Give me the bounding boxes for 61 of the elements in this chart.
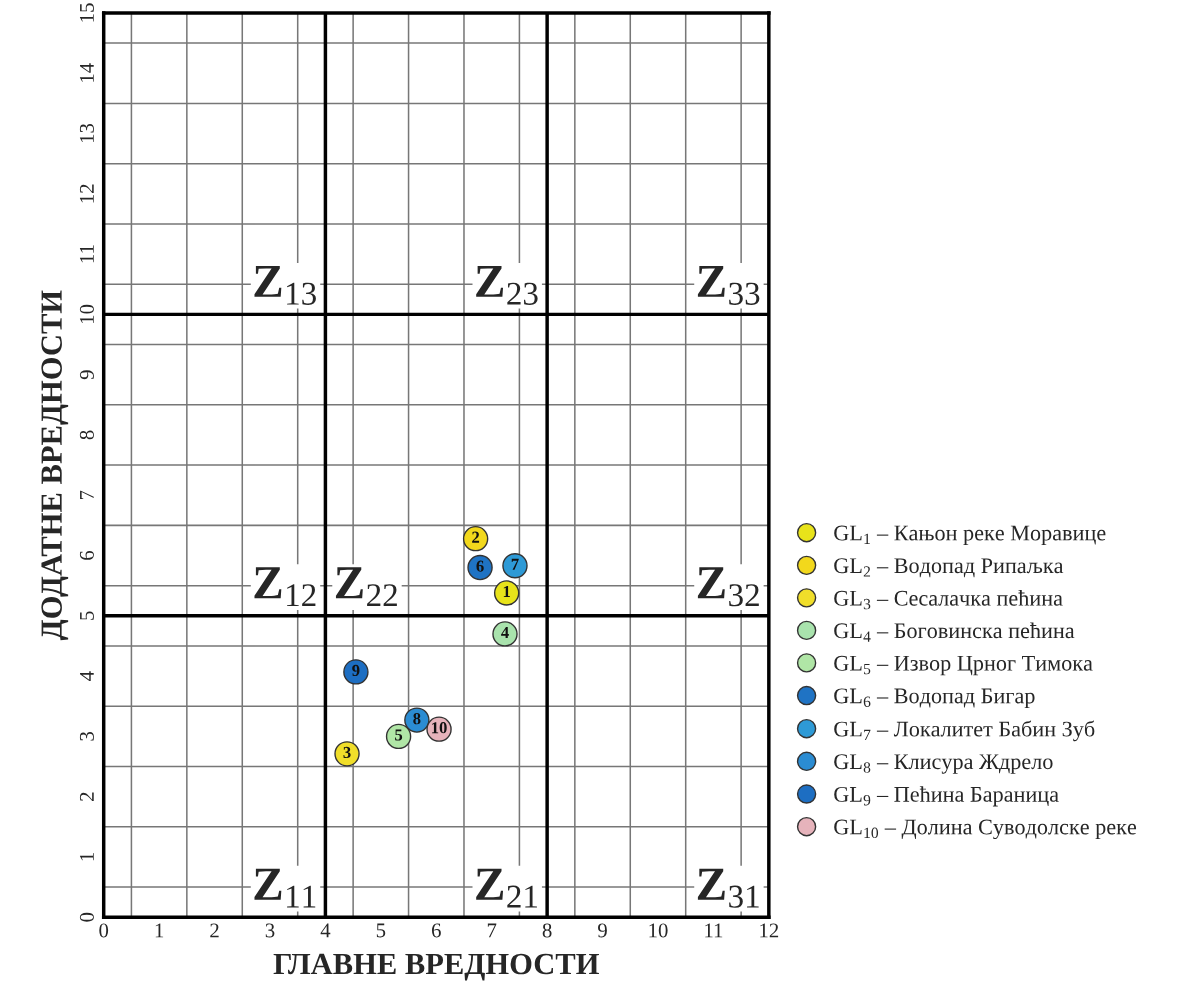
annotation: Z$_{11}$ bbox=[254, 868, 316, 908]
legend-label: GL$_{7}$ – Локалитет Бабин Зуб bbox=[834, 720, 1095, 742]
x-tick-label: 3 bbox=[265, 923, 275, 938]
x-tick-label: 12 bbox=[760, 923, 779, 938]
x-tick-label: 0 bbox=[99, 923, 109, 938]
annotation: Z$_{23}$ bbox=[476, 265, 538, 305]
x-tick-label: 1 bbox=[155, 923, 164, 938]
y-tick-label: 3 bbox=[79, 731, 94, 741]
y-tick-label: 7 bbox=[80, 490, 94, 500]
x-axis-title: ГЛАВНЕ ВРЕДНОСТИ bbox=[273, 953, 599, 981]
legend-label: GL$_{1}$ – Кањон реке Моравице bbox=[834, 525, 1106, 546]
y-tick-label: 9 bbox=[79, 370, 94, 380]
y-tick-label: 4 bbox=[80, 671, 94, 681]
y-tick-label: 12 bbox=[79, 184, 94, 203]
legend-label: GL$_{6}$ – Водопад Бигар bbox=[834, 688, 1035, 708]
y-tick-label: 15 bbox=[79, 3, 94, 22]
x-tick-label: 11 bbox=[705, 923, 723, 938]
y-tick-label: 5 bbox=[80, 611, 94, 620]
x-tick-label: 2 bbox=[210, 923, 219, 938]
annotation: Z$_{22}$ bbox=[335, 567, 397, 607]
legend-label: GL$_{2}$ – Водопад Рипаљка bbox=[834, 558, 1064, 578]
x-tick-label: 6 bbox=[431, 923, 441, 938]
x-tick-label: 7 bbox=[487, 923, 497, 938]
y-tick-label: 0 bbox=[79, 912, 94, 922]
annotation: 5 bbox=[395, 729, 403, 741]
y-tick-label: 1 bbox=[79, 853, 94, 861]
point bbox=[493, 580, 520, 606]
x-tick-label: 9 bbox=[598, 923, 607, 938]
legend-label: GL$_{10}$ – Долина Суводолске реке bbox=[834, 819, 1137, 840]
y-axis-title: ДОДАТНЕ ВРЕДНОСТИ bbox=[41, 290, 69, 641]
x-tick-label: 8 bbox=[542, 923, 552, 938]
annotation: 8 bbox=[413, 713, 421, 725]
annotation: 7 bbox=[511, 558, 519, 570]
annotation: Z$_{33}$ bbox=[697, 265, 760, 305]
legend-label: GL$_{4}$ – Боговинска пећина bbox=[834, 622, 1075, 642]
annotation: Z$_{21}$ bbox=[476, 868, 537, 908]
y-tick-label: 2 bbox=[79, 792, 94, 801]
annotation: Z$_{32}$ bbox=[697, 567, 759, 607]
annotation: 3 bbox=[343, 746, 351, 759]
y-tick-label: 13 bbox=[79, 123, 94, 143]
annotation: Z$_{31}$ bbox=[697, 868, 759, 908]
annotation: 10 bbox=[432, 722, 447, 734]
legend-label: GL$_{3}$ – Сесалачка пећина bbox=[834, 590, 1063, 610]
y-tick-label: 14 bbox=[79, 63, 94, 82]
annotation: 9 bbox=[352, 664, 360, 677]
annotation: 6 bbox=[476, 560, 484, 572]
annotation: Z$_{13}$ bbox=[254, 265, 316, 305]
y-tick-label: 6 bbox=[79, 550, 94, 560]
y-tick-label: 8 bbox=[79, 430, 94, 440]
annotation: 2 bbox=[472, 531, 480, 543]
annotation: 4 bbox=[501, 626, 509, 638]
legend-label: GL$_{8}$ – Клисура Ждрело bbox=[834, 754, 1053, 774]
x-tick-label: 4 bbox=[320, 923, 331, 938]
y-tick-label: 10 bbox=[79, 304, 94, 323]
y-tick-label: 11 bbox=[79, 245, 94, 263]
legend-label: GL$_{5}$ – Извор Црног Тимока bbox=[834, 655, 1093, 676]
annotation: Z$_{12}$ bbox=[254, 567, 316, 607]
annotation: 1 bbox=[503, 585, 510, 597]
x-tick-label: 10 bbox=[649, 923, 668, 938]
x-tick-label: 5 bbox=[376, 923, 386, 938]
legend-label: GL$_{9}$ – Пећина Бараница bbox=[834, 786, 1059, 807]
